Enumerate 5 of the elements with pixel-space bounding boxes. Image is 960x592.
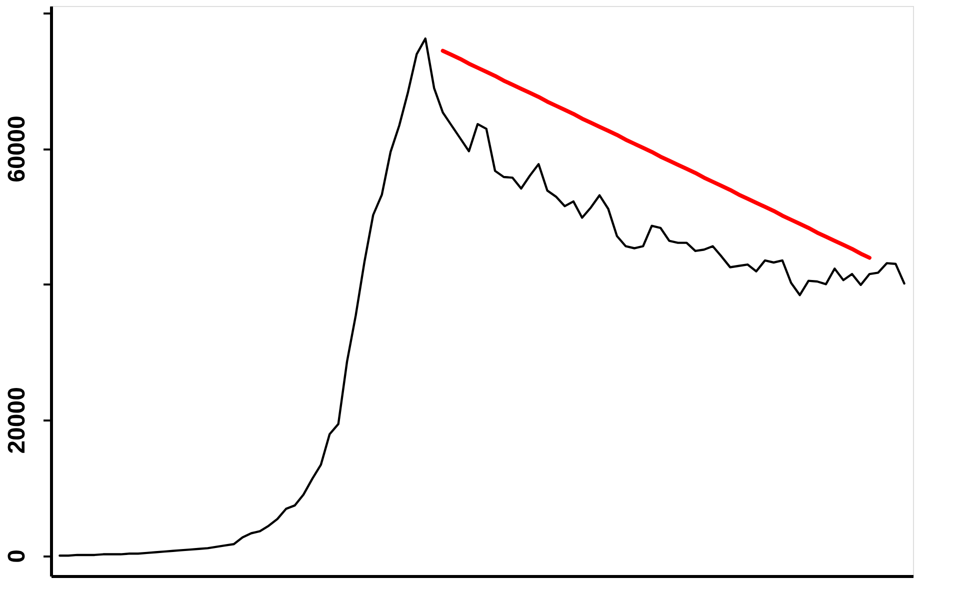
- line-series: [58, 37, 906, 557]
- y-tick-label: 60000: [4, 116, 30, 182]
- y-tick-label: 0: [4, 549, 30, 563]
- line-series: [440, 48, 872, 260]
- y-tick-label: 20000: [4, 387, 30, 454]
